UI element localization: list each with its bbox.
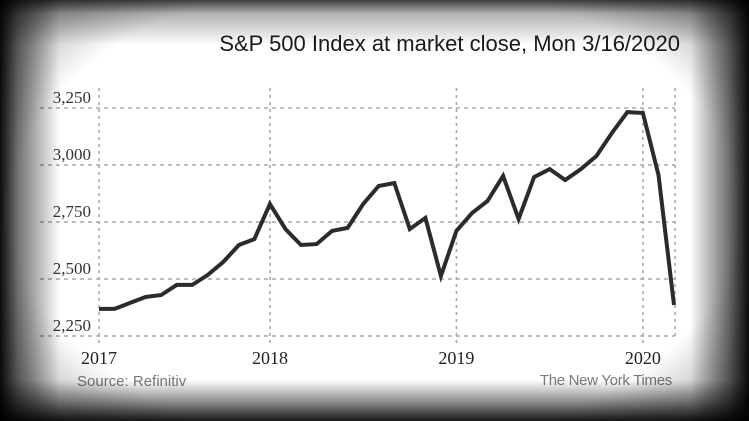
source-note: Source: Refinitiv — [77, 373, 187, 390]
x-axis-labels: 2017 2018 2019 2020 — [81, 348, 661, 368]
x-tick-label: 2019 — [438, 348, 474, 368]
y-tick-label: 3,250 — [53, 88, 91, 107]
credit-note: The New York Times — [539, 372, 672, 389]
x-tick-label: 2018 — [252, 348, 288, 368]
y-axis-labels: 2,250 2,500 2,750 3,000 3,250 — [53, 88, 91, 335]
x-tick-label: 2017 — [81, 348, 117, 368]
y-tick-label: 2,250 — [53, 316, 91, 335]
x-tick-label: 2020 — [625, 348, 661, 368]
y-tick-label: 2,500 — [53, 259, 91, 278]
y-tick-label: 3,000 — [53, 145, 91, 164]
y-tick-label: 2,750 — [53, 202, 91, 221]
vertical-gridlines — [98, 88, 676, 345]
